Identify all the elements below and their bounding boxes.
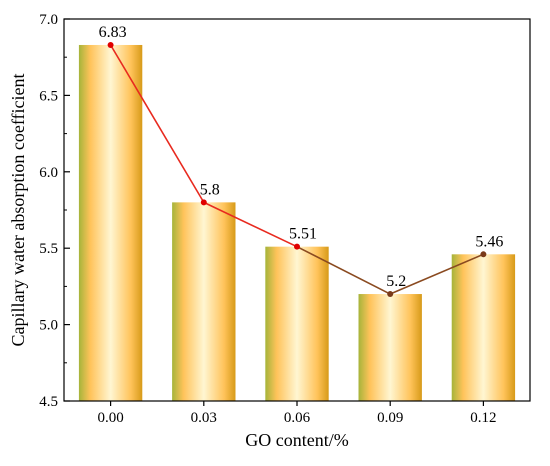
bar-0.00 xyxy=(78,44,143,401)
line-segment-3 xyxy=(389,253,484,295)
data-label-0.00: 6.83 xyxy=(99,24,127,41)
y-tick-label: 6.0 xyxy=(39,165,58,181)
point-0.06 xyxy=(294,243,300,250)
x-axis-title: GO content/% xyxy=(245,430,348,450)
data-label-0.03: 5.8 xyxy=(200,181,220,198)
y-tick-label: 5.0 xyxy=(39,318,58,334)
data-label-0.09: 5.2 xyxy=(386,273,406,290)
x-tick-label: 0.00 xyxy=(97,410,123,426)
data-label-0.12: 5.46 xyxy=(475,233,503,250)
point-0.00 xyxy=(107,41,114,48)
line-segment-2 xyxy=(296,245,391,295)
line-segment-0 xyxy=(109,44,205,203)
y-axis: 4.5 5.0 5.5 6.0 6.5 7.0 xyxy=(39,12,70,410)
y-tick-label: 5.5 xyxy=(39,241,58,257)
trend-line xyxy=(107,41,487,298)
point-0.12 xyxy=(480,251,487,258)
bar-0.12 xyxy=(451,254,516,401)
x-tick-label: 0.06 xyxy=(284,410,311,426)
data-labels: 6.83 5.8 5.51 5.2 5.46 xyxy=(99,24,504,290)
bar-0.09 xyxy=(358,294,422,401)
bar-0.03 xyxy=(172,202,236,401)
x-tick-label: 0.03 xyxy=(191,410,217,426)
x-tick-label: 0.09 xyxy=(377,410,403,426)
data-label-0.06: 5.51 xyxy=(289,226,317,243)
x-axis: 0.00 0.03 0.06 0.09 0.12 xyxy=(97,401,497,426)
point-0.03 xyxy=(200,199,207,206)
y-tick-label: 4.5 xyxy=(39,394,58,410)
bar-0.06 xyxy=(265,246,329,401)
y-tick-label: 6.5 xyxy=(39,88,58,104)
x-tick-label: 0.12 xyxy=(470,410,496,426)
point-0.09 xyxy=(387,291,394,298)
y-tick-label: 7.0 xyxy=(39,12,58,28)
line-segment-1 xyxy=(203,201,298,248)
y-axis-title: Capillary water absorption coefficient xyxy=(8,73,28,346)
bars xyxy=(78,44,516,401)
